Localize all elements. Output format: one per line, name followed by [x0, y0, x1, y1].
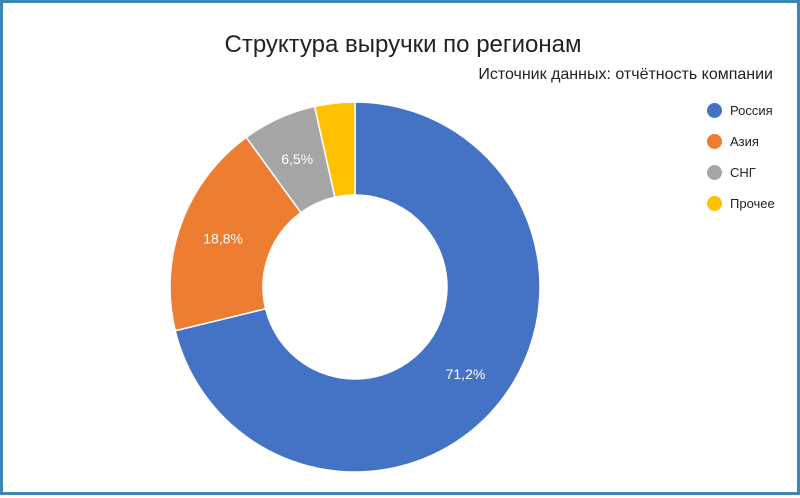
- slice-прочее: [313, 101, 356, 199]
- data-label-снг: 6,5%: [281, 151, 313, 167]
- slice-россия: [174, 101, 541, 473]
- legend-label: СНГ: [730, 164, 756, 180]
- legend-item: Азия: [707, 133, 775, 149]
- legend-item: Прочее: [707, 195, 775, 211]
- legend-swatch: [707, 195, 722, 211]
- data-label-россия: 71,2%: [446, 366, 486, 382]
- slice-азия: [169, 136, 302, 332]
- legend-swatch: [707, 164, 722, 180]
- legend-swatch: [707, 102, 722, 118]
- legend-item: Россия: [707, 102, 775, 118]
- donut-chart: 71,2% 18,8% 6,5%: [169, 101, 541, 473]
- legend-item: СНГ: [707, 164, 775, 180]
- chart-title: Структура выручки по регионам: [224, 31, 582, 58]
- legend-label: Россия: [730, 102, 773, 118]
- chart-legend: Россия Азия СНГ Прочее: [707, 102, 775, 226]
- chart-subtitle: Источник данных: отчётность компании: [478, 66, 773, 83]
- data-label-азия: 18,8%: [203, 231, 243, 247]
- legend-label: Азия: [730, 133, 759, 149]
- legend-label: Прочее: [730, 195, 775, 211]
- legend-swatch: [707, 133, 722, 149]
